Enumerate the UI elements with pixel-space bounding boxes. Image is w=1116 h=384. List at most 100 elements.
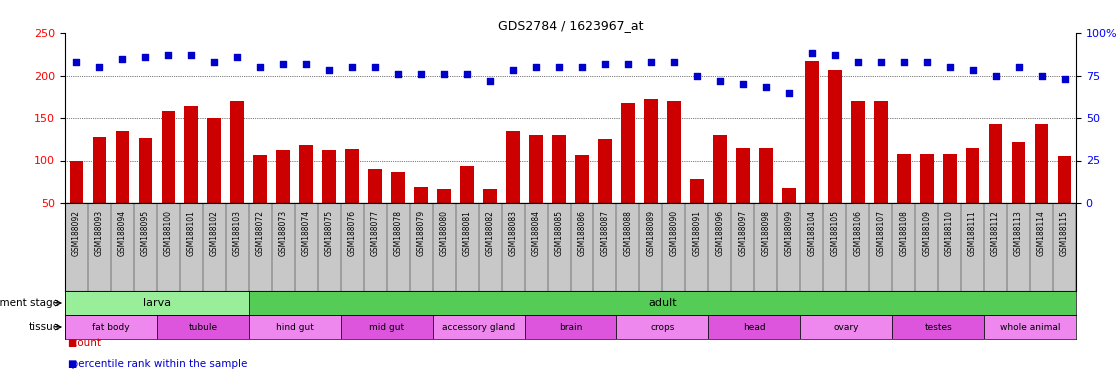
Bar: [892, 315, 984, 339]
Bar: [93, 137, 106, 245]
Text: hind gut: hind gut: [276, 323, 314, 331]
Text: GSM188075: GSM188075: [325, 210, 334, 256]
Text: GSM188108: GSM188108: [899, 210, 908, 256]
Bar: [116, 131, 129, 245]
Text: GSM188115: GSM188115: [1060, 210, 1069, 256]
Point: [504, 67, 522, 73]
Text: GSM188111: GSM188111: [968, 210, 978, 256]
Bar: [277, 150, 290, 245]
Text: GSM188082: GSM188082: [485, 210, 494, 256]
Text: GSM188095: GSM188095: [141, 210, 150, 256]
Text: GSM188085: GSM188085: [555, 210, 564, 256]
Point: [68, 59, 86, 65]
Text: ■: ■: [67, 338, 77, 348]
Point: [136, 54, 154, 60]
Point: [275, 61, 292, 67]
Point: [826, 52, 844, 58]
Bar: [340, 315, 433, 339]
Point: [412, 71, 430, 77]
Text: development stage: development stage: [0, 298, 59, 308]
Bar: [414, 187, 429, 245]
Bar: [253, 156, 267, 245]
Bar: [667, 101, 681, 245]
Point: [114, 55, 132, 61]
Point: [596, 61, 614, 67]
Bar: [874, 101, 887, 245]
Text: accessory gland: accessory gland: [442, 323, 516, 331]
Text: GSM188103: GSM188103: [233, 210, 242, 256]
Point: [987, 73, 1004, 79]
Bar: [460, 166, 474, 245]
Bar: [1058, 156, 1071, 245]
Point: [344, 64, 362, 70]
Point: [964, 67, 982, 73]
Point: [366, 64, 384, 70]
Text: GSM188112: GSM188112: [991, 210, 1000, 256]
Text: GSM188101: GSM188101: [186, 210, 196, 256]
Point: [872, 59, 889, 65]
Text: GSM188092: GSM188092: [73, 210, 81, 256]
Point: [665, 59, 683, 65]
Bar: [157, 315, 249, 339]
Point: [1032, 73, 1050, 79]
Text: whole animal: whole animal: [1000, 323, 1060, 331]
Bar: [65, 291, 249, 315]
Bar: [575, 154, 589, 245]
Point: [435, 71, 453, 77]
Bar: [437, 189, 451, 245]
Bar: [529, 135, 542, 245]
Point: [389, 71, 407, 77]
Point: [459, 71, 477, 77]
Bar: [392, 172, 405, 245]
Text: adult: adult: [648, 298, 676, 308]
Bar: [299, 145, 314, 245]
Point: [205, 59, 223, 65]
Text: mid gut: mid gut: [369, 323, 404, 331]
Text: GSM188072: GSM188072: [256, 210, 264, 256]
Bar: [525, 315, 616, 339]
Bar: [184, 106, 199, 245]
Title: GDS2784 / 1623967_at: GDS2784 / 1623967_at: [498, 19, 643, 32]
Text: GSM188104: GSM188104: [807, 210, 816, 256]
Bar: [65, 315, 157, 339]
Point: [802, 50, 820, 56]
Text: GSM188100: GSM188100: [164, 210, 173, 256]
Text: GSM188102: GSM188102: [210, 210, 219, 256]
Point: [619, 61, 637, 67]
Text: GSM188098: GSM188098: [761, 210, 770, 256]
Point: [550, 64, 568, 70]
Point: [1056, 76, 1074, 82]
Bar: [249, 315, 340, 339]
Point: [895, 59, 913, 65]
Text: GSM188081: GSM188081: [463, 210, 472, 256]
Bar: [759, 148, 772, 245]
Bar: [433, 315, 525, 339]
Point: [849, 59, 867, 65]
Text: ■: ■: [67, 359, 77, 369]
Text: GSM188079: GSM188079: [416, 210, 425, 256]
Bar: [735, 148, 750, 245]
Point: [229, 54, 247, 60]
Point: [481, 78, 499, 84]
Bar: [920, 154, 934, 245]
Point: [917, 59, 935, 65]
Bar: [552, 135, 566, 245]
Text: ovary: ovary: [834, 323, 859, 331]
Text: fat body: fat body: [93, 323, 129, 331]
Bar: [709, 315, 800, 339]
Bar: [805, 61, 819, 245]
Text: GSM188083: GSM188083: [509, 210, 518, 256]
Point: [182, 52, 200, 58]
Text: tissue: tissue: [28, 322, 59, 332]
Bar: [323, 150, 336, 245]
Bar: [989, 124, 1002, 245]
Text: GSM188077: GSM188077: [371, 210, 379, 256]
Text: GSM188096: GSM188096: [715, 210, 724, 256]
Bar: [965, 148, 980, 245]
Bar: [1035, 124, 1048, 245]
Bar: [162, 111, 175, 245]
Bar: [800, 315, 892, 339]
Text: GSM188113: GSM188113: [1014, 210, 1023, 256]
Text: crops: crops: [651, 323, 674, 331]
Text: GSM188078: GSM188078: [394, 210, 403, 256]
